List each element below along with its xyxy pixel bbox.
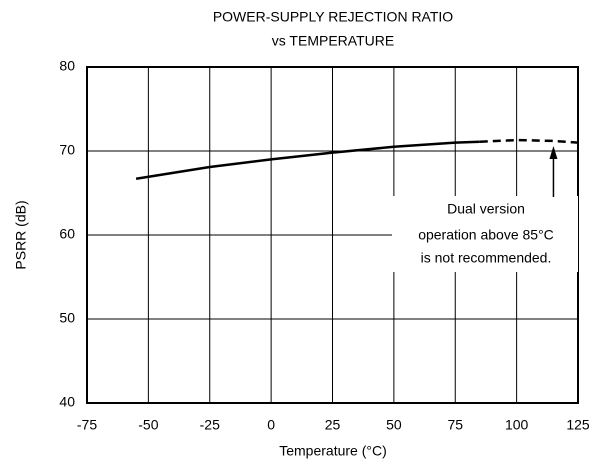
data-line: [479, 138, 579, 144]
x-tick-label: 125: [566, 417, 590, 433]
x-tick-label: -25: [200, 417, 220, 433]
y-tick-label: 80: [59, 58, 75, 74]
chart-title: vs TEMPERATURE: [272, 33, 394, 49]
x-tick-label: -75: [77, 417, 97, 433]
data-line: [135, 140, 480, 180]
x-tick-label: 25: [325, 417, 341, 433]
x-tick-label: -50: [138, 417, 158, 433]
annotation-text: is not recommended.: [421, 250, 552, 266]
y-tick-label: 70: [59, 142, 75, 158]
y-tick-label: 60: [59, 226, 75, 242]
annotation-text: operation above 85°C: [418, 227, 554, 243]
x-tick-label: 75: [447, 417, 463, 433]
y-tick-label: 50: [59, 310, 75, 326]
x-axis-label: Temperature (°C): [279, 443, 387, 459]
annotation-text: Dual version: [447, 201, 525, 217]
y-axis-label: PSRR (dB): [13, 200, 29, 269]
y-tick-label: 40: [59, 394, 75, 410]
annotation-background: [392, 196, 578, 272]
annotation-arrowhead: [549, 145, 558, 159]
chart-title: POWER-SUPPLY REJECTION RATIO: [213, 9, 453, 25]
x-tick-label: 50: [386, 417, 402, 433]
x-tick-label: 0: [267, 417, 275, 433]
x-tick-label: 100: [505, 417, 529, 433]
